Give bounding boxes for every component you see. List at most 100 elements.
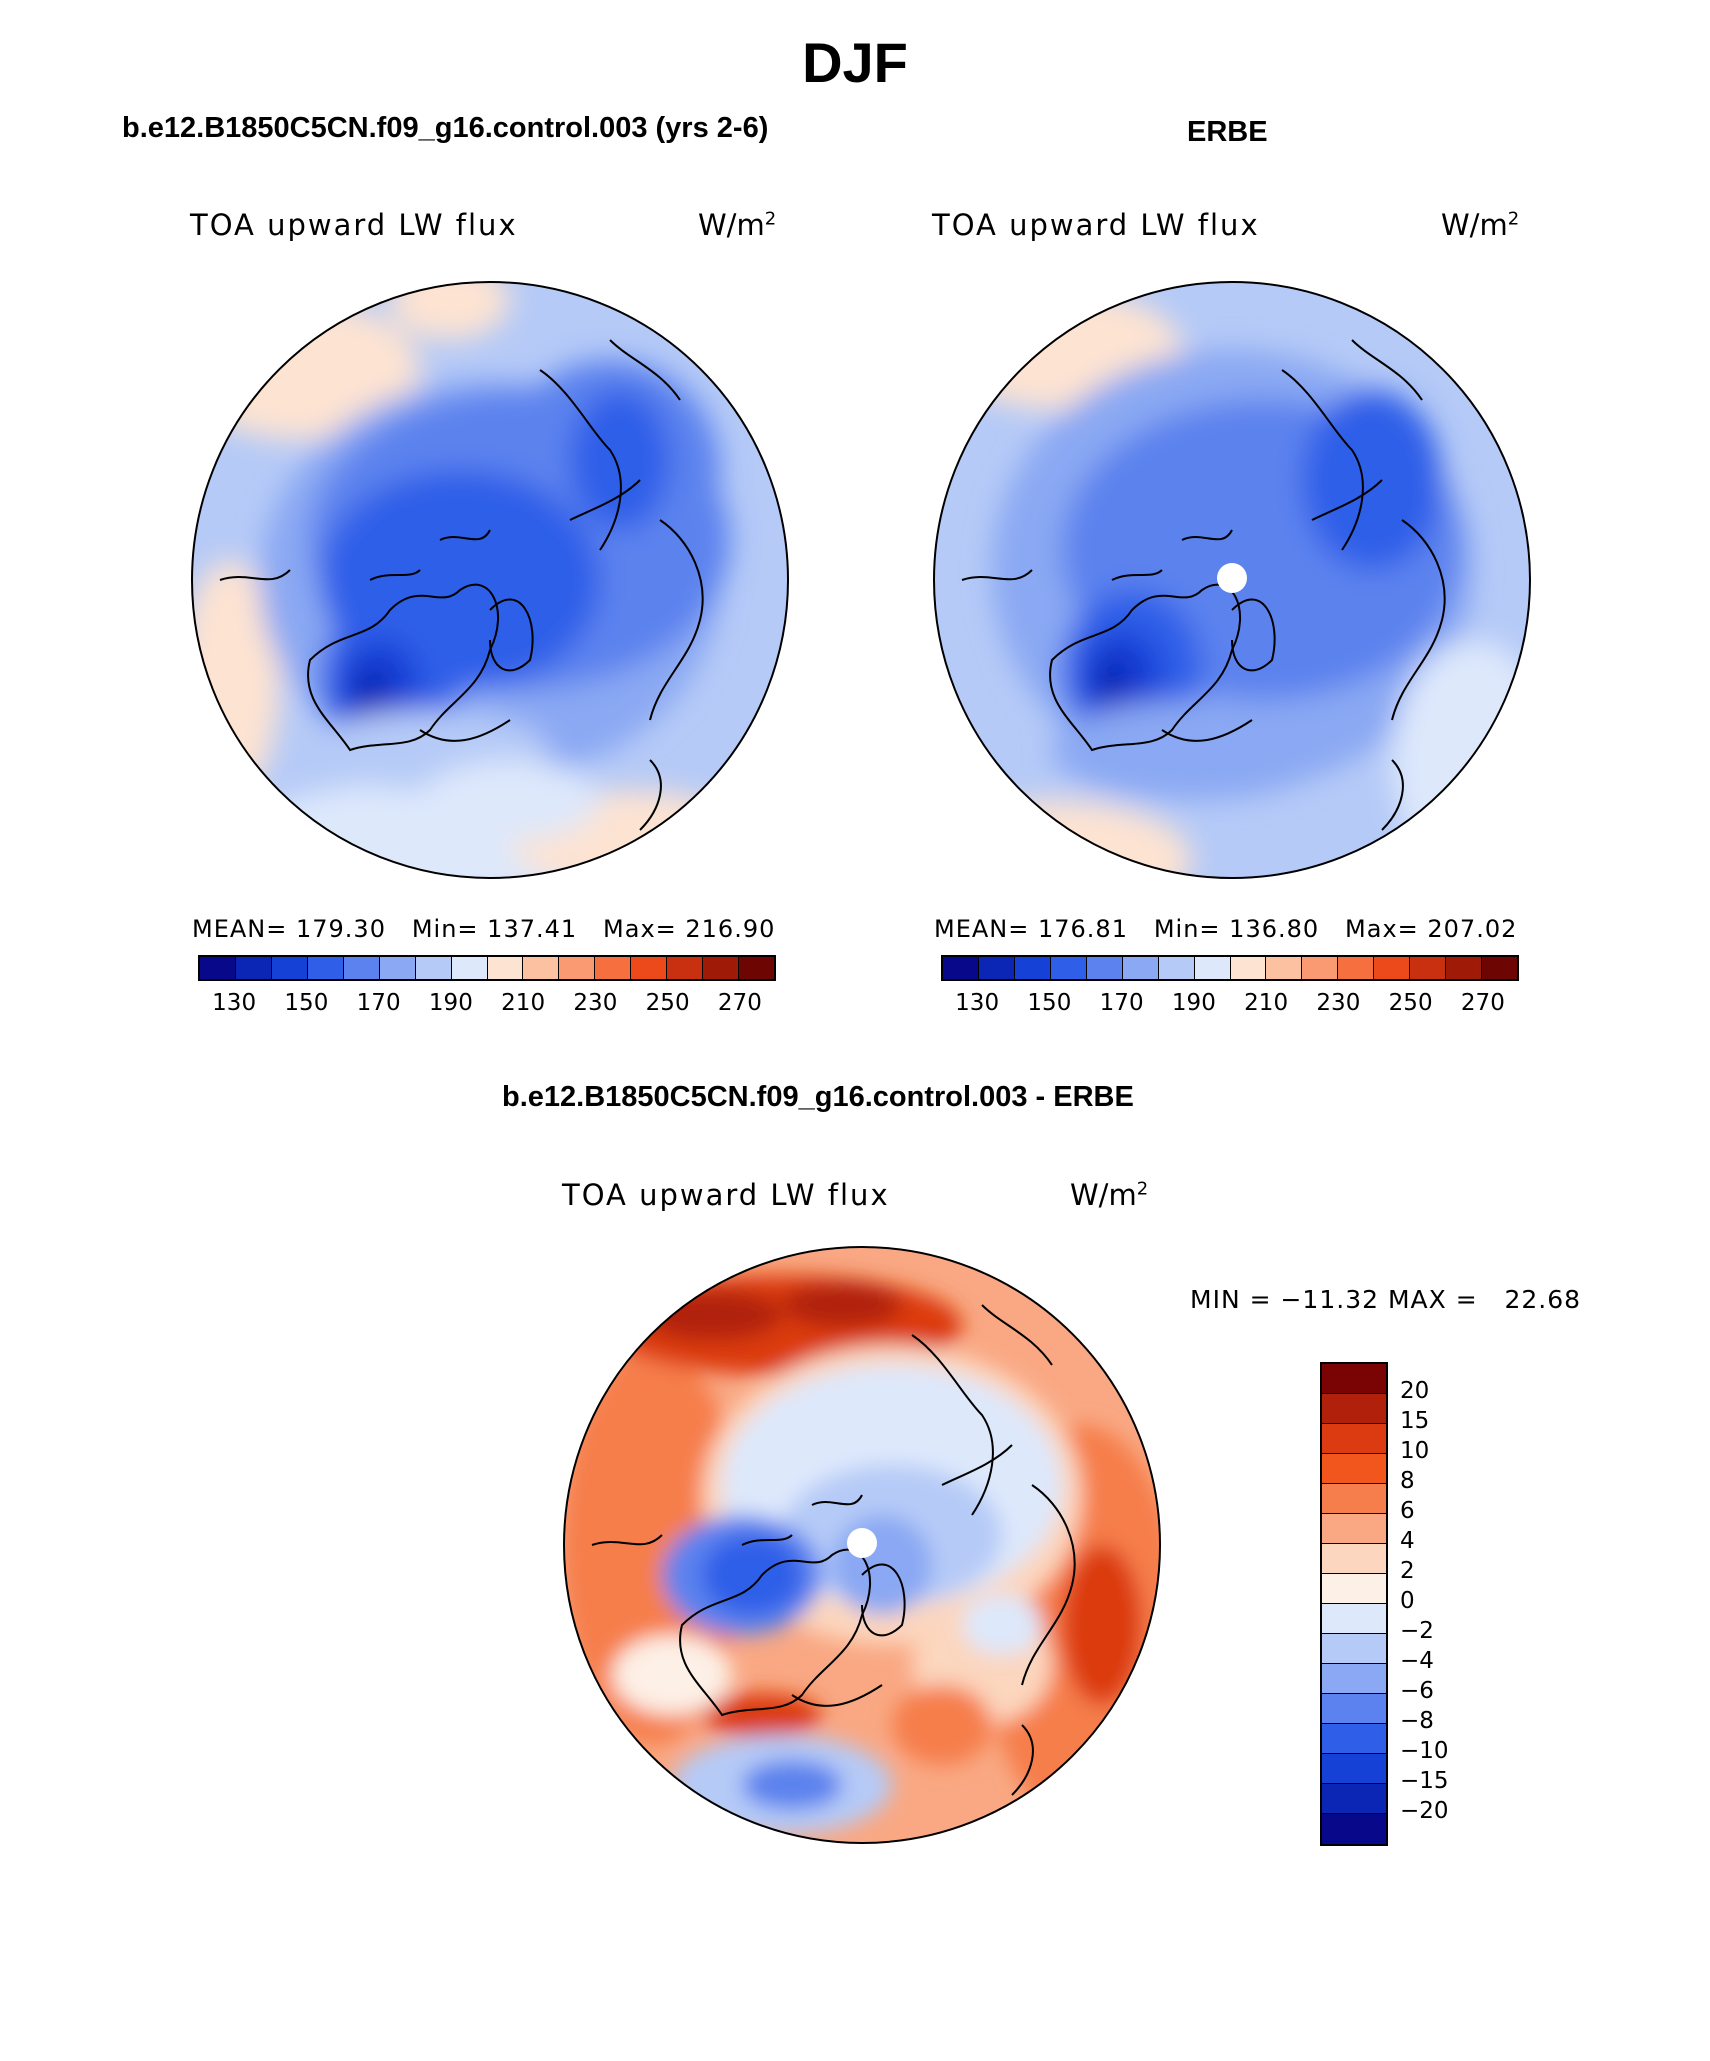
colorbar-swatch [739,957,774,979]
colorbar-swatch [523,957,560,979]
right-colorbar [941,955,1519,981]
colorbar-tick-label: 230 [1316,990,1361,1016]
colorbar-tick-label: 210 [1244,990,1289,1016]
diff-minmax: MIN = −11.32 MAX = 22.68 [1190,1285,1582,1314]
colorbar-swatch [1322,1634,1386,1664]
colorbar-tick-label: 210 [501,990,546,1016]
colorbar-tick-label: 0 [1400,1588,1415,1614]
right-polar-map [933,281,1531,879]
colorbar-tick-label: 8 [1400,1468,1415,1494]
colorbar-swatch [703,957,740,979]
left-stats: MEAN= 179.30 Min= 137.41 Max= 216.90 [192,915,776,943]
colorbar-swatch [1322,1424,1386,1454]
colorbar-swatch [1050,957,1087,979]
colorbar-tick-label: 20 [1400,1378,1430,1404]
pole-missing-marker [1217,563,1247,593]
colorbar-swatch [1322,1724,1386,1754]
colorbar-swatch [1158,957,1195,979]
colorbar-swatch [1322,1484,1386,1514]
diff-run-title: b.e12.B1850C5CN.f09_g16.control.003 - ER… [502,1081,1134,1113]
colorbar-tick-label: −2 [1400,1618,1434,1644]
colorbar-swatch [1086,957,1123,979]
colorbar-swatch [1322,1574,1386,1604]
diff-pole-missing-marker [847,1528,877,1558]
colorbar-tick-label: 4 [1400,1528,1415,1554]
colorbar-swatch [1322,1664,1386,1694]
colorbar-tick-label: 250 [645,990,690,1016]
colorbar-swatch [667,957,704,979]
colorbar-tick-label: −10 [1400,1738,1449,1764]
colorbar-swatch [1482,957,1517,979]
colorbar-tick-label: 10 [1400,1438,1430,1464]
colorbar-swatch [1230,957,1267,979]
left-units: W/m2 [698,208,777,242]
figure-title: DJF [802,31,908,94]
right-run-title: ERBE [1187,116,1268,148]
colorbar-swatch [1322,1544,1386,1574]
colorbar-swatch [235,957,272,979]
colorbar-tick-label: 2 [1400,1558,1415,1584]
colorbar-tick-label: −15 [1400,1768,1449,1794]
left-run-title: b.e12.B1850C5CN.f09_g16.control.003 (yrs… [122,112,769,144]
left-colorbar-ticks: 130 150 170 190 210 230 250 270 [198,990,776,1020]
colorbar-tick-label: 170 [356,990,401,1016]
colorbar-swatch [307,957,344,979]
colorbar-tick-label: 190 [1171,990,1216,1016]
colorbar-tick-label: −6 [1400,1678,1434,1704]
colorbar-swatch [943,957,979,979]
colorbar-swatch [1322,1814,1386,1844]
colorbar-swatch [1322,1754,1386,1784]
colorbar-swatch [1122,957,1159,979]
colorbar-swatch [1322,1394,1386,1424]
right-units: W/m2 [1441,208,1520,242]
right-colorbar-ticks: 130 150 170 190 210 230 250 270 [941,990,1519,1020]
colorbar-swatch [1322,1364,1386,1394]
colorbar-swatch [343,957,380,979]
colorbar-swatch [271,957,308,979]
colorbar-tick-label: 150 [1027,990,1072,1016]
colorbar-swatch [1194,957,1231,979]
colorbar-swatch [1322,1454,1386,1484]
colorbar-tick-label: 190 [428,990,473,1016]
colorbar-tick-label: 150 [284,990,329,1016]
diff-units: W/m2 [1070,1178,1149,1212]
diff-colorbar [1320,1362,1388,1846]
colorbar-tick-label: 15 [1400,1408,1430,1434]
colorbar-tick-label: 130 [212,990,257,1016]
colorbar-tick-label: 170 [1099,990,1144,1016]
diff-colorbar-ticks: 20 15 10 8 6 4 2 0 −2 −4 −6 −8 −10 −15 −20 [1400,1362,1520,1842]
colorbar-tick-label: 130 [955,990,1000,1016]
colorbar-tick-label: 230 [573,990,618,1016]
right-panel-label: TOA upward LW flux [932,208,1260,242]
left-colorbar [198,955,776,981]
colorbar-swatch [1322,1694,1386,1724]
colorbar-swatch [487,957,524,979]
left-polar-map [191,281,789,879]
colorbar-tick-label: −20 [1400,1798,1449,1824]
diff-panel-label: TOA upward LW flux [562,1178,890,1212]
colorbar-swatch [1266,957,1303,979]
colorbar-swatch [1302,957,1339,979]
right-stats: MEAN= 176.81 Min= 136.80 Max= 207.02 [934,915,1518,943]
colorbar-swatch [559,957,596,979]
colorbar-swatch [1446,957,1483,979]
colorbar-tick-label: 6 [1400,1498,1415,1524]
colorbar-swatch [595,957,632,979]
colorbar-tick-label: 250 [1388,990,1433,1016]
left-panel-label: TOA upward LW flux [190,208,518,242]
colorbar-swatch [631,957,668,979]
colorbar-swatch [1014,957,1051,979]
colorbar-swatch [1374,957,1411,979]
colorbar-tick-label: 270 [1460,990,1505,1016]
colorbar-swatch [415,957,452,979]
colorbar-tick-label: −4 [1400,1648,1434,1674]
colorbar-swatch [1338,957,1375,979]
colorbar-tick-label: 270 [717,990,762,1016]
colorbar-swatch [1322,1514,1386,1544]
colorbar-swatch [379,957,416,979]
colorbar-swatch [978,957,1015,979]
colorbar-tick-label: −8 [1400,1708,1434,1734]
diff-polar-map [563,1246,1161,1844]
colorbar-swatch [451,957,488,979]
colorbar-swatch [1322,1604,1386,1634]
